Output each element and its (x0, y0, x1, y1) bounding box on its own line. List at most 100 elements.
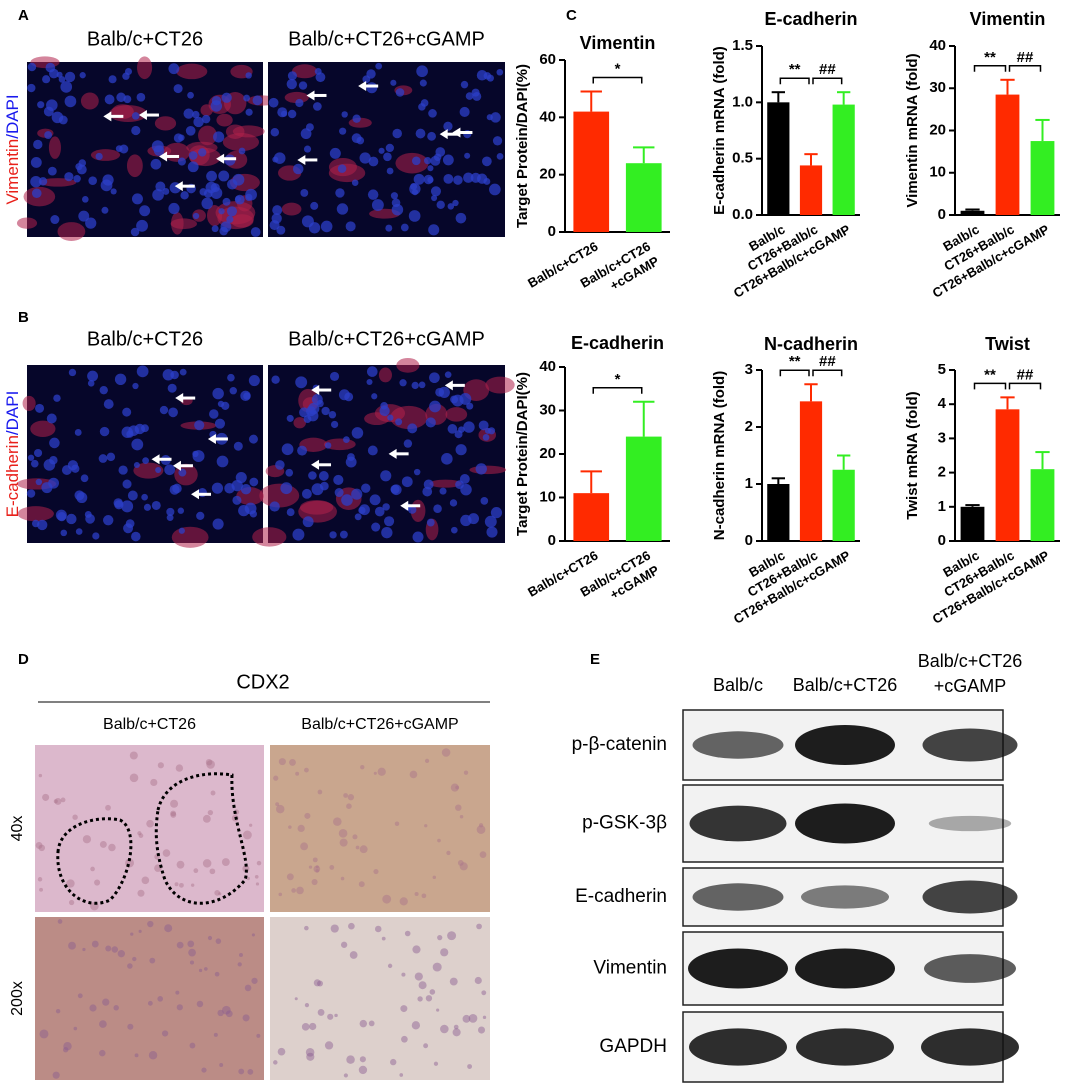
nucleus (408, 505, 417, 514)
nucleus (483, 72, 492, 80)
cell (105, 804, 111, 811)
y-tick-label: 40 (539, 108, 556, 125)
nucleus (173, 133, 184, 143)
arrow-head (439, 129, 448, 140)
y-tick-label: 3 (745, 361, 753, 378)
cell (304, 767, 309, 773)
nucleus (488, 427, 496, 435)
nucleus (333, 474, 344, 486)
significance-bracket (1008, 382, 1042, 390)
cell (401, 1035, 408, 1043)
lane-label: Balb/c+CT26 (918, 651, 1023, 671)
nucleus (159, 405, 169, 415)
nucleus (213, 131, 225, 143)
nucleus (329, 371, 340, 381)
nucleus (27, 83, 36, 93)
arrow-head (358, 81, 367, 92)
cell (237, 962, 242, 967)
cell (424, 824, 428, 828)
nucleus (192, 450, 199, 457)
nucleus (71, 464, 80, 473)
nucleus (371, 393, 378, 400)
nucleus (33, 139, 43, 150)
nucleus (496, 153, 504, 160)
y-tick-label: 20 (539, 166, 556, 183)
nucleus (240, 483, 252, 495)
y-tick-label: 20 (539, 445, 556, 462)
nucleus (338, 389, 350, 401)
nucleus (177, 507, 185, 514)
nucleus (480, 497, 489, 505)
nucleus (136, 365, 149, 378)
cell (338, 829, 348, 838)
nucleus (492, 136, 503, 146)
cell (215, 938, 222, 944)
nucleus (452, 199, 459, 207)
nucleus (98, 454, 108, 463)
cell (476, 923, 482, 930)
nucleus (173, 84, 183, 94)
cell (213, 1032, 218, 1037)
cell (374, 925, 382, 933)
cell (249, 823, 253, 827)
nucleus (484, 515, 497, 528)
nucleus (482, 434, 490, 441)
significance-bracket (812, 369, 843, 377)
ihc-column-label: Balb/c+CT26+cGAMP (301, 716, 458, 733)
nucleus (233, 441, 243, 451)
nucleus (427, 131, 436, 141)
nucleus (310, 201, 319, 210)
cell (52, 1071, 60, 1079)
cell (207, 935, 213, 941)
cell (358, 1065, 368, 1075)
y-tick-label: 0 (548, 223, 556, 240)
cell (201, 1067, 207, 1073)
nucleus (367, 189, 379, 200)
cell (359, 1056, 366, 1063)
cell (346, 803, 352, 809)
nucleus (155, 467, 162, 474)
nucleus (341, 111, 348, 118)
nucleus (60, 81, 73, 93)
nucleus (188, 151, 198, 160)
cell (346, 1055, 355, 1064)
nucleus (56, 71, 63, 78)
panel-label: D (18, 651, 29, 668)
nucleus (419, 79, 427, 87)
nucleus (428, 109, 437, 118)
nucleus (411, 381, 419, 390)
cell (170, 810, 177, 817)
cell (111, 946, 119, 953)
cell (481, 990, 487, 996)
nucleus (286, 78, 297, 90)
cell (447, 931, 457, 941)
cell (306, 1052, 315, 1061)
band (801, 885, 889, 909)
tumor-outline (154, 772, 248, 905)
cell (94, 879, 101, 886)
cell (254, 874, 259, 879)
cell (205, 758, 213, 766)
cell (301, 1023, 310, 1031)
cell (137, 889, 145, 897)
protein-label: E-cadherin (575, 886, 667, 907)
cell (479, 851, 487, 858)
nucleus (164, 464, 176, 476)
nucleus (286, 414, 294, 422)
nucleus (375, 62, 383, 70)
stain-label: Vimentin/DAPI (3, 94, 22, 204)
nucleus (64, 95, 77, 108)
cell (333, 817, 342, 826)
nucleus (298, 81, 308, 90)
cell (340, 876, 345, 881)
column-label: Balb/c+CT26+cGAMP (288, 28, 485, 50)
cell (425, 995, 433, 1002)
nucleus (400, 223, 409, 232)
band (924, 954, 1016, 983)
cell (289, 759, 296, 766)
cell (455, 785, 460, 790)
nucleus (428, 224, 440, 236)
ihc-title: CDX2 (236, 671, 289, 693)
cell (217, 1009, 224, 1017)
nucleus (410, 183, 418, 191)
